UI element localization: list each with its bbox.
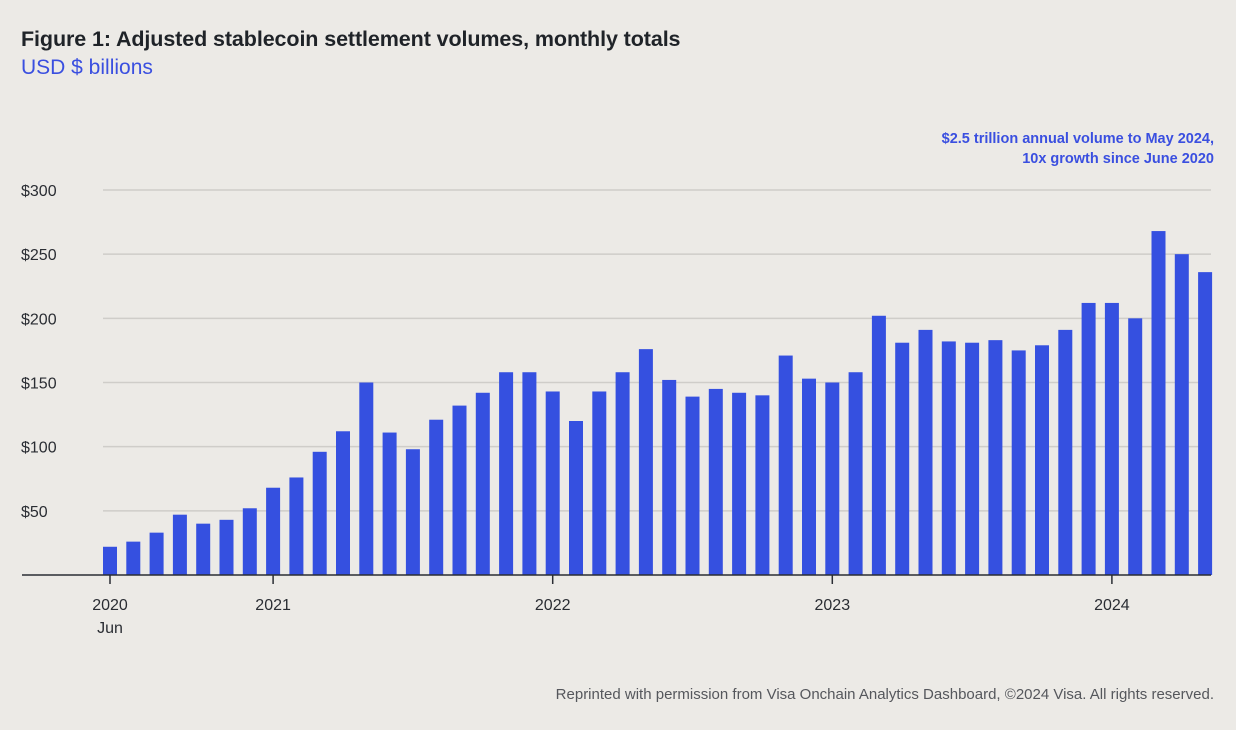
copyright-footer: Reprinted with permission from Visa Onch… <box>555 686 1214 703</box>
bar <box>871 315 886 575</box>
bar <box>1104 302 1119 575</box>
y-tick-label: $50 <box>21 504 48 521</box>
x-tick-label: 2024 <box>1094 597 1130 614</box>
bar <box>592 391 607 575</box>
y-axis-labels: $50 $100 $150 $200 $250 $300 <box>21 183 57 521</box>
bar <box>685 396 700 575</box>
bar <box>172 514 187 575</box>
bar <box>615 372 630 575</box>
annotation-line-2: 10x growth since June 2020 <box>1022 151 1214 167</box>
bar <box>289 477 304 575</box>
bar <box>1128 318 1143 575</box>
bars <box>103 231 1213 576</box>
bar <box>103 546 117 575</box>
bar <box>708 388 723 575</box>
bar <box>1198 272 1213 575</box>
bar <box>778 355 793 575</box>
bar <box>965 342 980 575</box>
bar <box>312 451 327 575</box>
bar <box>359 382 374 575</box>
bar <box>219 519 234 575</box>
bar <box>1035 345 1049 575</box>
bar <box>941 341 956 575</box>
bar <box>545 391 560 575</box>
bar <box>196 523 211 575</box>
bar <box>895 342 910 575</box>
gridlines <box>103 189 1211 512</box>
bar <box>569 421 583 575</box>
bar <box>522 372 537 575</box>
chart-annotation: $2.5 trillion annual volume to May 2024,… <box>942 129 1214 169</box>
annotation-line-1: $2.5 trillion annual volume to May 2024, <box>941 131 1214 147</box>
bar <box>1081 302 1096 575</box>
x-tick-label: 2020 <box>92 597 128 614</box>
bar <box>662 379 677 575</box>
bar <box>1058 329 1073 575</box>
y-tick-label: $100 <box>21 440 57 457</box>
y-tick-label: $150 <box>21 376 57 393</box>
bar <box>126 541 141 575</box>
bar <box>918 329 933 575</box>
chart-title: Figure 1: Adjusted stablecoin settlement… <box>21 27 681 51</box>
bar <box>1151 231 1166 576</box>
bar <box>149 532 164 575</box>
x-tick-label: 2021 <box>255 597 291 614</box>
x-axis-labels: 2020 Jun 2021 2022 2023 2024 <box>92 575 1130 637</box>
bar <box>825 382 840 575</box>
bar <box>1011 350 1026 575</box>
bar <box>755 395 770 575</box>
bar <box>1174 254 1189 575</box>
bar <box>638 349 653 575</box>
y-tick-label: $250 <box>21 247 57 264</box>
x-tick-sublabel: Jun <box>97 620 123 637</box>
bar <box>475 392 490 575</box>
bar <box>988 340 1003 575</box>
bar <box>732 392 747 575</box>
bar <box>848 372 863 575</box>
bar <box>266 487 281 575</box>
bar <box>802 378 816 575</box>
y-tick-label: $300 <box>21 183 57 200</box>
bar <box>499 372 514 575</box>
bar <box>382 432 397 575</box>
bar <box>452 405 467 575</box>
y-tick-label: $200 <box>21 311 57 328</box>
bar <box>336 431 350 575</box>
chart-subtitle: USD $ billions <box>21 56 153 79</box>
bar <box>429 419 444 575</box>
x-tick-label: 2022 <box>535 597 571 614</box>
x-tick-label: 2023 <box>815 597 851 614</box>
bar <box>242 508 257 575</box>
bar <box>405 449 420 575</box>
